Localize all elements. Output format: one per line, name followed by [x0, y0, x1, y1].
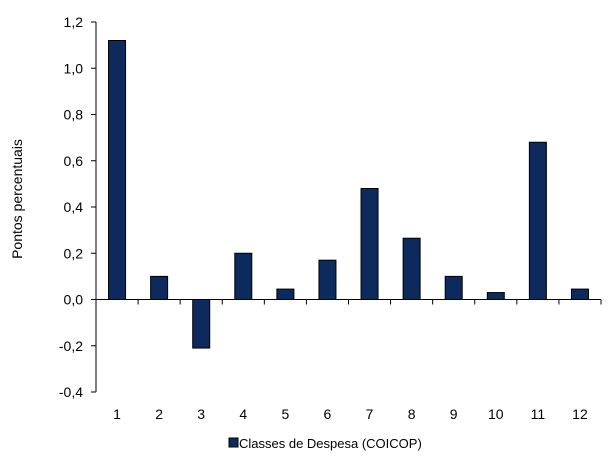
- bar: [444, 275, 463, 300]
- y-tick-label: 0,2: [64, 245, 84, 261]
- y-tick-label: 0,4: [64, 199, 84, 215]
- y-axis-title: Pontos percentuais: [9, 139, 25, 259]
- x-tick-label: 3: [197, 406, 205, 422]
- y-tick-label: -0,4: [59, 384, 83, 400]
- x-tick-label: 5: [281, 406, 289, 422]
- bar: [108, 40, 127, 300]
- x-tick-label: 8: [408, 406, 416, 422]
- x-tick-label: 11: [531, 406, 546, 422]
- x-tick-label: 4: [239, 406, 247, 422]
- x-tick-label: 1: [113, 406, 121, 422]
- x-tick-label: 2: [155, 406, 163, 422]
- y-tick-label: 1,2: [64, 14, 84, 30]
- y-tick-label: 0,6: [64, 153, 84, 169]
- y-tick-label: 0,8: [64, 107, 84, 123]
- legend-label: Classes de Despesa (COICOP): [239, 436, 422, 451]
- bar: [570, 288, 589, 300]
- bar: [402, 237, 421, 300]
- bar: [360, 188, 379, 300]
- bar: [234, 252, 253, 300]
- x-tick-label: 12: [572, 406, 588, 422]
- x-tick-label: 10: [488, 406, 504, 422]
- y-tick-label: -0,2: [59, 338, 83, 354]
- bar: [528, 141, 547, 300]
- y-axis: -0,4 -0,2 0,0 0,2 0,4 0,6 0,8 1,0 1,2: [59, 14, 97, 400]
- bar: [192, 299, 211, 349]
- bar: [150, 275, 169, 300]
- x-axis: 1 2 3 4 5 6 7 8 9 10 11 12: [95, 299, 602, 422]
- x-tick-label: 6: [324, 406, 332, 422]
- legend: Classes de Despesa (COICOP): [228, 436, 422, 451]
- y-tick-label: 0,0: [64, 292, 84, 308]
- y-tick-label: 1,0: [64, 60, 84, 76]
- bars: [108, 40, 589, 349]
- x-tick-label: 7: [366, 406, 374, 422]
- bar: [486, 292, 505, 300]
- bar: [276, 288, 295, 300]
- x-tick-label: 9: [450, 406, 458, 422]
- bar: [318, 259, 337, 300]
- legend-swatch: [228, 437, 239, 448]
